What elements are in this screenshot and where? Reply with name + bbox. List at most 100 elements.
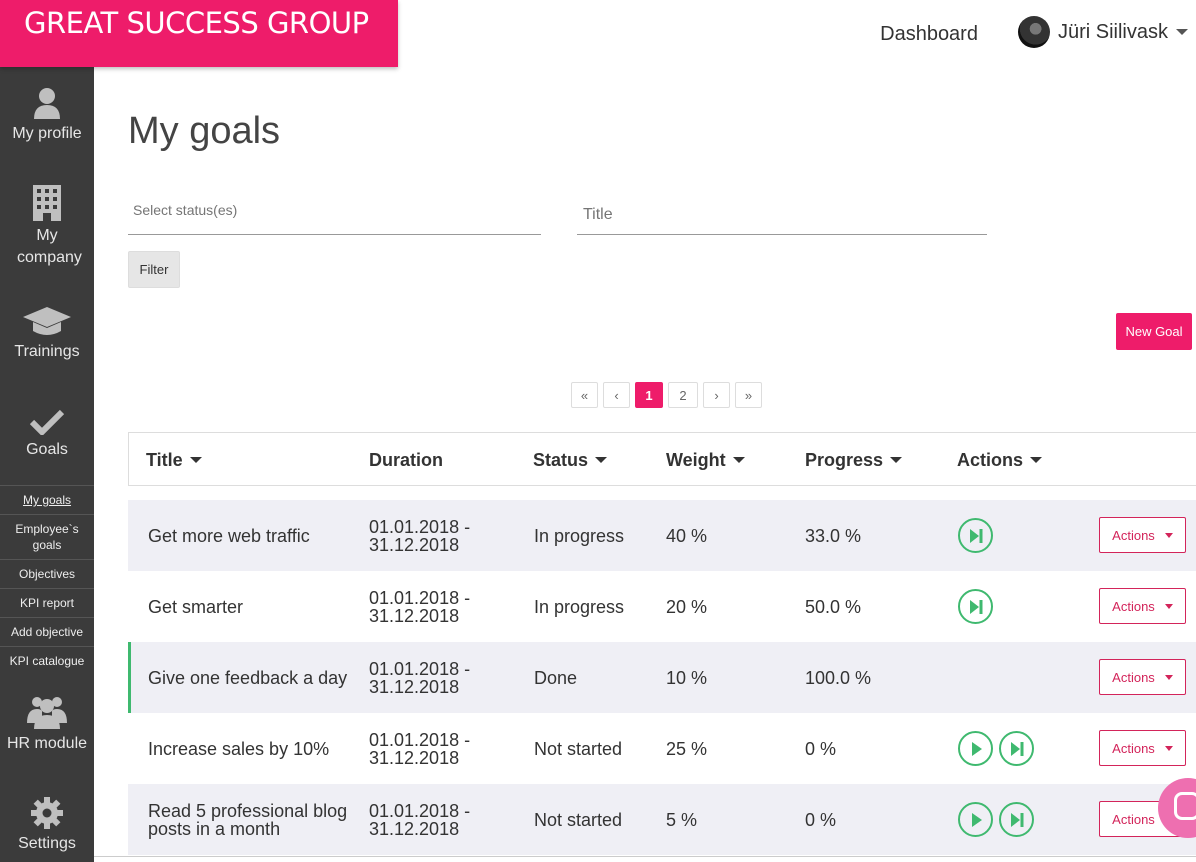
start-button[interactable] (958, 731, 993, 766)
goal-progress: 0 % (805, 738, 837, 759)
pagination-prev[interactable]: ‹ (603, 382, 630, 408)
header-title-label: Title (146, 449, 183, 470)
header-duration: Duration (369, 433, 443, 487)
title-filter[interactable] (577, 200, 987, 235)
chat-icon (1174, 792, 1196, 820)
header-status-label: Status (533, 449, 589, 470)
goals-subnav: My goals Employee`s goals Objectives KPI… (0, 485, 94, 675)
table-row: Increase sales by 10% 01.01.2018 - 31.12… (128, 713, 1196, 784)
actions-label: Actions (1112, 669, 1155, 685)
goal-progress: 0 % (805, 809, 837, 830)
chevron-down-icon (1164, 603, 1173, 609)
sidebar: My profile My company Trainings Goals My… (0, 67, 94, 862)
goal-title[interactable]: Get smarter (148, 596, 244, 617)
sidebar-item-label: HR module (6, 735, 88, 752)
skip-forward-icon (969, 599, 982, 614)
table-row: Get more web traffic 01.01.2018 - 31.12.… (128, 500, 1196, 571)
header-progress-label: Progress (805, 449, 884, 470)
chevron-down-icon (1176, 29, 1188, 35)
sidebar-item-label: Goals (26, 441, 68, 458)
table-row: Get smarter 01.01.2018 - 31.12.2018 In p… (128, 571, 1196, 642)
actions-label: Actions (1112, 811, 1155, 827)
header-progress[interactable]: Progress (805, 433, 903, 487)
header-status[interactable]: Status (533, 433, 608, 487)
pagination-page-1[interactable]: 1 (635, 382, 663, 408)
goal-duration: 01.01.2018 - 31.12.2018 (369, 658, 471, 697)
header-title[interactable]: Title (146, 433, 202, 487)
new-goal-button[interactable]: New Goal (1116, 313, 1192, 350)
building-icon (33, 185, 61, 221)
sort-caret-icon (732, 457, 745, 463)
goal-weight: 5 % (666, 809, 698, 830)
header-weight[interactable]: Weight (666, 433, 745, 487)
sidebar-item-trainings[interactable]: Trainings (0, 307, 94, 363)
header-actions[interactable]: Actions (957, 433, 1043, 487)
pagination-first[interactable]: « (571, 382, 598, 408)
row-actions-dropdown[interactable]: Actions (1099, 730, 1186, 766)
pagination-last[interactable]: » (735, 382, 762, 408)
complete-button[interactable] (958, 518, 993, 553)
complete-button[interactable] (999, 731, 1034, 766)
goal-duration: 01.01.2018 - 31.12.2018 (369, 516, 471, 555)
sidebar-item-label: Trainings (14, 343, 80, 360)
subnav-objectives[interactable]: Objectives (0, 559, 94, 588)
goal-status: Done (534, 667, 578, 688)
chevron-down-icon (1164, 674, 1173, 680)
play-icon (971, 812, 982, 827)
goal-title[interactable]: Get more web traffic (148, 525, 310, 546)
chevron-down-icon (1164, 532, 1173, 538)
subnav-kpi-catalogue[interactable]: KPI catalogue (0, 646, 94, 675)
goal-quick-actions (958, 500, 993, 571)
play-icon (971, 741, 982, 756)
subnav-employees-goals[interactable]: Employee`s goals (0, 514, 94, 559)
start-button[interactable] (958, 802, 993, 837)
dashboard-link[interactable]: Dashboard (880, 22, 978, 45)
subnav-my-goals[interactable]: My goals (0, 485, 94, 514)
sidebar-item-my-profile[interactable]: My profile (0, 87, 94, 145)
sidebar-item-settings[interactable]: Settings (0, 797, 94, 855)
pagination-next[interactable]: › (703, 382, 730, 408)
goal-duration: 01.01.2018 - 31.12.2018 (369, 800, 471, 839)
subnav-add-objective[interactable]: Add objective (0, 617, 94, 646)
row-actions-dropdown[interactable]: Actions (1099, 517, 1186, 553)
goal-progress: 50.0 % (805, 596, 862, 617)
filter-button[interactable]: Filter (128, 251, 180, 288)
subnav-kpi-report[interactable]: KPI report (0, 588, 94, 617)
sidebar-item-hr-module[interactable]: HR module (0, 695, 94, 755)
graduation-cap-icon (23, 307, 71, 335)
goal-weight: 25 % (666, 738, 708, 759)
goal-title[interactable]: Give one feedback a day (148, 667, 348, 688)
status-select[interactable] (128, 196, 541, 235)
table-header: Title Duration Status Weight Progress Ac… (128, 432, 1196, 486)
pagination-page-2[interactable]: 2 (668, 382, 698, 408)
goal-status: In progress (534, 596, 625, 617)
user-menu[interactable]: Jüri Siilivask (1017, 12, 1188, 48)
goal-progress: 33.0 % (805, 525, 862, 546)
goal-status: In progress (534, 525, 625, 546)
top-navigation: Dashboard Jüri Siilivask (880, 0, 1196, 60)
complete-button[interactable] (958, 589, 993, 624)
user-icon (34, 88, 60, 119)
sidebar-item-goals[interactable]: Goals (0, 409, 94, 461)
goal-quick-actions (958, 713, 1034, 784)
goal-weight: 40 % (666, 525, 708, 546)
brand-logo[interactable]: GREAT SUCCESS GROUP (0, 0, 398, 67)
skip-forward-icon (1010, 741, 1023, 756)
goal-title[interactable]: Read 5 professional blog posts in a mont… (148, 800, 348, 839)
goal-weight: 10 % (666, 667, 708, 688)
actions-label: Actions (1112, 598, 1155, 614)
sidebar-item-label: My company (17, 227, 82, 266)
goal-status: Not started (534, 738, 623, 759)
title-input[interactable] (577, 200, 987, 230)
row-actions-dropdown[interactable]: Actions (1099, 588, 1186, 624)
avatar (1017, 16, 1050, 48)
sidebar-item-my-company[interactable]: My company (0, 185, 94, 269)
header-duration-label: Duration (369, 449, 443, 470)
sort-caret-icon (890, 457, 903, 463)
actions-label: Actions (1112, 527, 1155, 543)
table-row: Give one feedback a day 01.01.2018 - 31.… (128, 642, 1196, 713)
complete-button[interactable] (999, 802, 1034, 837)
goal-title[interactable]: Increase sales by 10% (148, 738, 330, 759)
row-actions-dropdown[interactable]: Actions (1099, 659, 1186, 695)
status-select-input[interactable] (128, 196, 541, 224)
